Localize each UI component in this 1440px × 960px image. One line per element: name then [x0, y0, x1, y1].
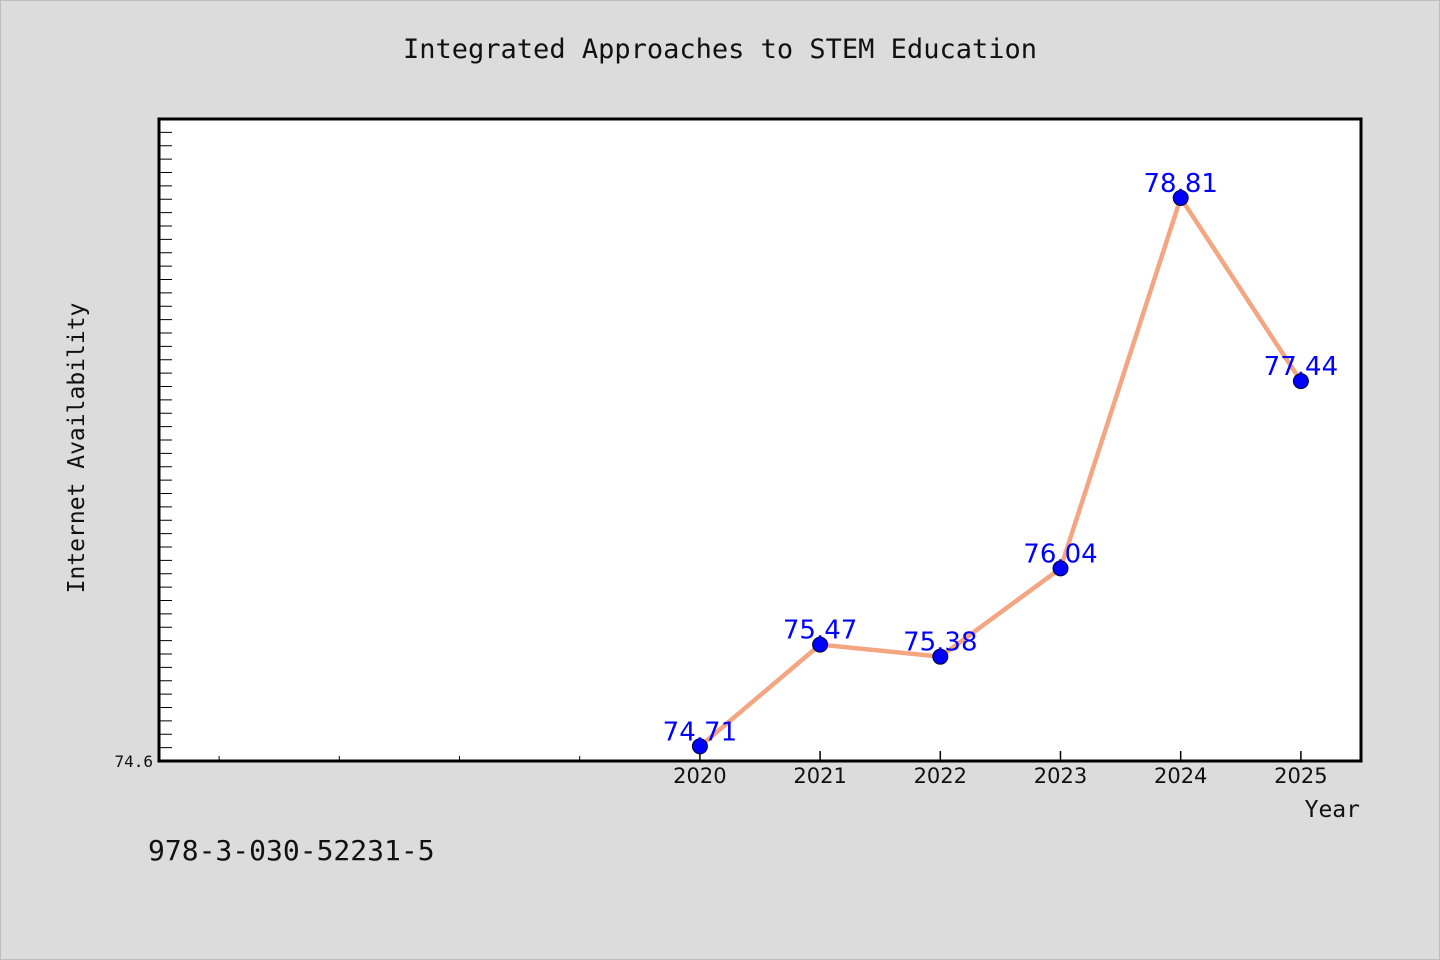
data-point	[1292, 373, 1309, 390]
x-tick-label: 2021	[793, 764, 846, 788]
x-axis-label: Year	[1305, 797, 1360, 823]
y-tick-label: 74.6	[114, 752, 153, 771]
x-tick-label: 2020	[673, 764, 726, 788]
data-point	[691, 738, 708, 755]
data-point	[1172, 189, 1189, 206]
series-internet-availability: 74.71 75.47 75.38 76.04 78.81 77.44	[663, 169, 1338, 755]
data-point	[812, 636, 829, 653]
data-label: 76.04	[1023, 539, 1097, 569]
data-label: 75.38	[903, 628, 977, 658]
data-point	[1052, 560, 1069, 577]
x-tick-label: 2023	[1034, 764, 1087, 788]
x-tick-label: 2022	[914, 764, 967, 788]
x-axis-ticks: 2020 2021 2022 2023 2024 2025	[218, 751, 1328, 788]
chart-title: Integrated Approaches to STEM Education	[403, 34, 1037, 65]
plot-area	[157, 117, 1363, 763]
data-label: 77.44	[1264, 352, 1338, 382]
data-label: 74.71	[663, 717, 737, 747]
data-label: 78.81	[1143, 169, 1217, 199]
isbn-label: 978-3-030-52231-5	[148, 834, 435, 867]
x-tick-label: 2024	[1154, 764, 1207, 788]
x-tick-label: 2025	[1274, 764, 1327, 788]
data-label: 75.47	[783, 616, 857, 646]
y-axis-label: Internet Availability	[64, 303, 90, 594]
data-point	[932, 648, 949, 665]
y-axis-ticks: 74.6	[114, 131, 172, 771]
series-line	[698, 195, 1303, 749]
